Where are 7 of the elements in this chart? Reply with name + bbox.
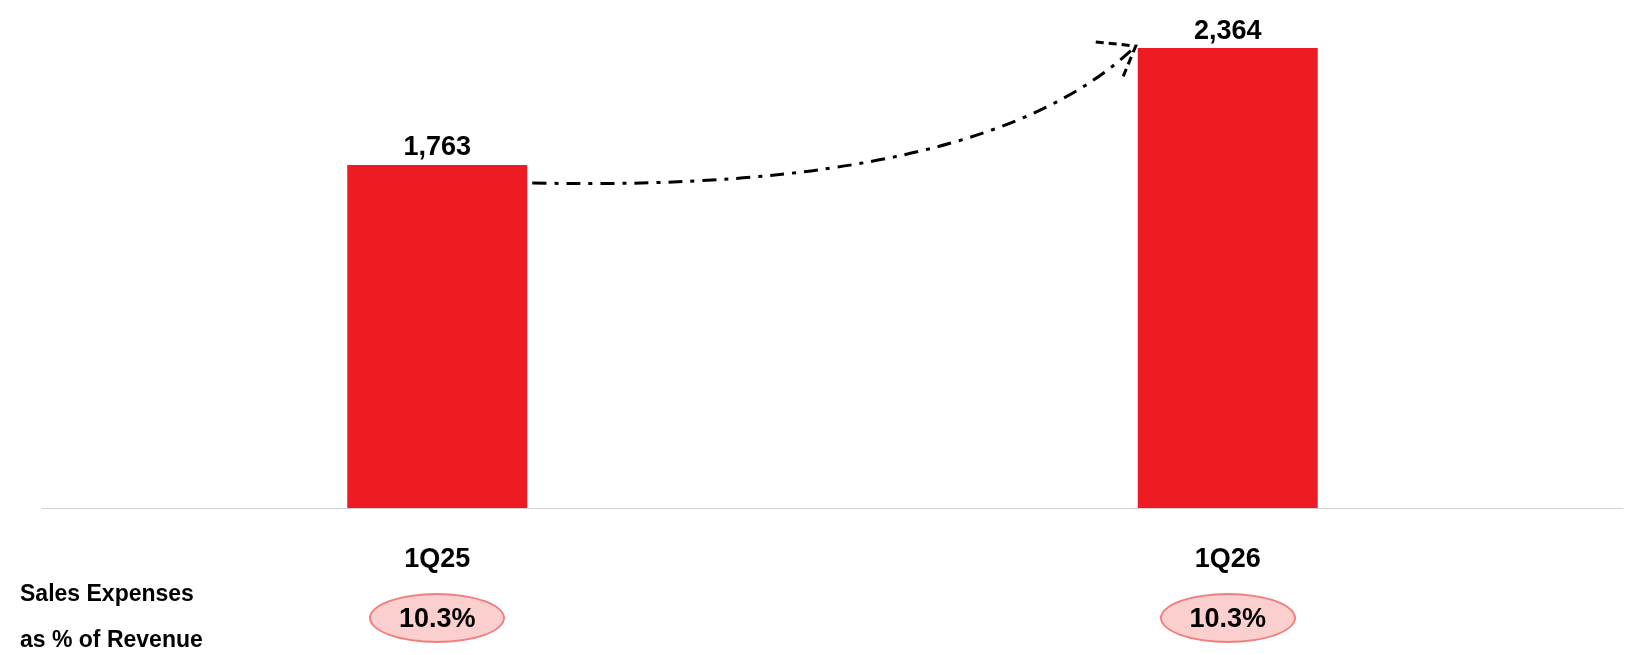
data-label: 1,763: [403, 131, 472, 162]
text: 10.3%: [1189, 602, 1267, 634]
data-label: 2,364: [1193, 14, 1262, 45]
text: Sales Expenses as % of Revenue: [20, 579, 203, 654]
text: 10.3%: [398, 602, 476, 634]
x-tick-label: 1Q25: [404, 542, 471, 573]
x-tick-label: 1Q26: [1194, 542, 1261, 573]
